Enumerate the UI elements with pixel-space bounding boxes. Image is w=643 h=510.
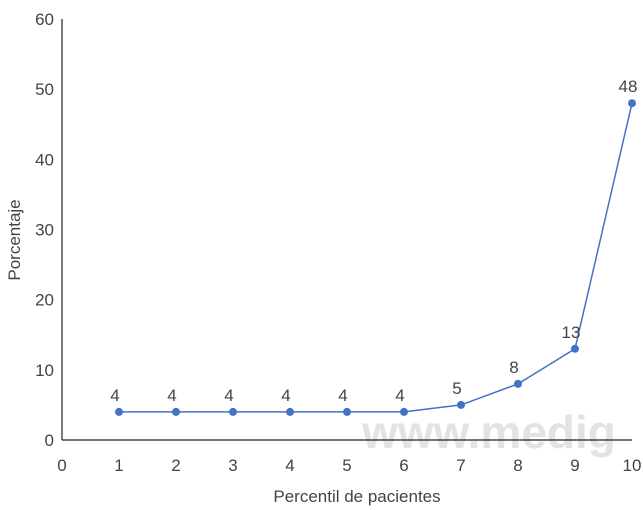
data-point xyxy=(571,344,579,353)
data-point xyxy=(343,407,351,416)
x-tick-label: 0 xyxy=(57,456,66,475)
x-tick-label: 2 xyxy=(171,456,180,475)
x-tick-label: 5 xyxy=(342,456,351,475)
data-label: 48 xyxy=(619,77,638,96)
data-label: 4 xyxy=(167,386,176,405)
data-label: 8 xyxy=(509,358,518,377)
data-point xyxy=(286,407,294,416)
x-tick-label: 10 xyxy=(623,456,642,475)
y-tick-label: 0 xyxy=(45,431,54,450)
data-point xyxy=(229,407,237,416)
x-tick-label: 7 xyxy=(456,456,465,475)
series-layer: 4 4 4 4 4 4 5 8 13 48 xyxy=(110,77,637,416)
data-label: 4 xyxy=(281,386,290,405)
axes: 0 1 2 3 4 5 6 7 8 9 10 0 10 20 30 40 50 60 xyxy=(35,10,641,475)
data-label: 5 xyxy=(452,379,461,398)
data-label: 4 xyxy=(338,386,347,405)
data-point xyxy=(400,407,408,416)
data-point xyxy=(628,99,636,108)
y-axis-title: Porcentaje xyxy=(5,199,24,280)
x-tick-label: 8 xyxy=(513,456,522,475)
data-label: 13 xyxy=(562,323,581,342)
data-label: 4 xyxy=(110,386,119,405)
x-tick-label: 1 xyxy=(114,456,123,475)
data-point xyxy=(172,407,180,416)
data-point xyxy=(115,407,123,416)
y-tick-label: 50 xyxy=(35,80,54,99)
data-label: 4 xyxy=(224,386,233,405)
y-tick-label: 60 xyxy=(35,10,54,29)
x-tick-label: 4 xyxy=(285,456,294,475)
y-tick-label: 30 xyxy=(35,221,54,240)
data-label: 4 xyxy=(395,386,404,405)
data-point xyxy=(514,379,522,388)
x-tick-label: 9 xyxy=(570,456,579,475)
y-tick-label: 10 xyxy=(35,361,54,380)
y-tick-label: 40 xyxy=(35,150,54,169)
watermark: www.medig xyxy=(361,406,616,458)
data-point xyxy=(457,400,465,409)
x-tick-label: 6 xyxy=(399,456,408,475)
x-tick-label: 3 xyxy=(228,456,237,475)
y-tick-label: 20 xyxy=(35,291,54,310)
x-axis-title: Percentil de pacientes xyxy=(273,487,440,506)
series-line xyxy=(119,103,633,413)
